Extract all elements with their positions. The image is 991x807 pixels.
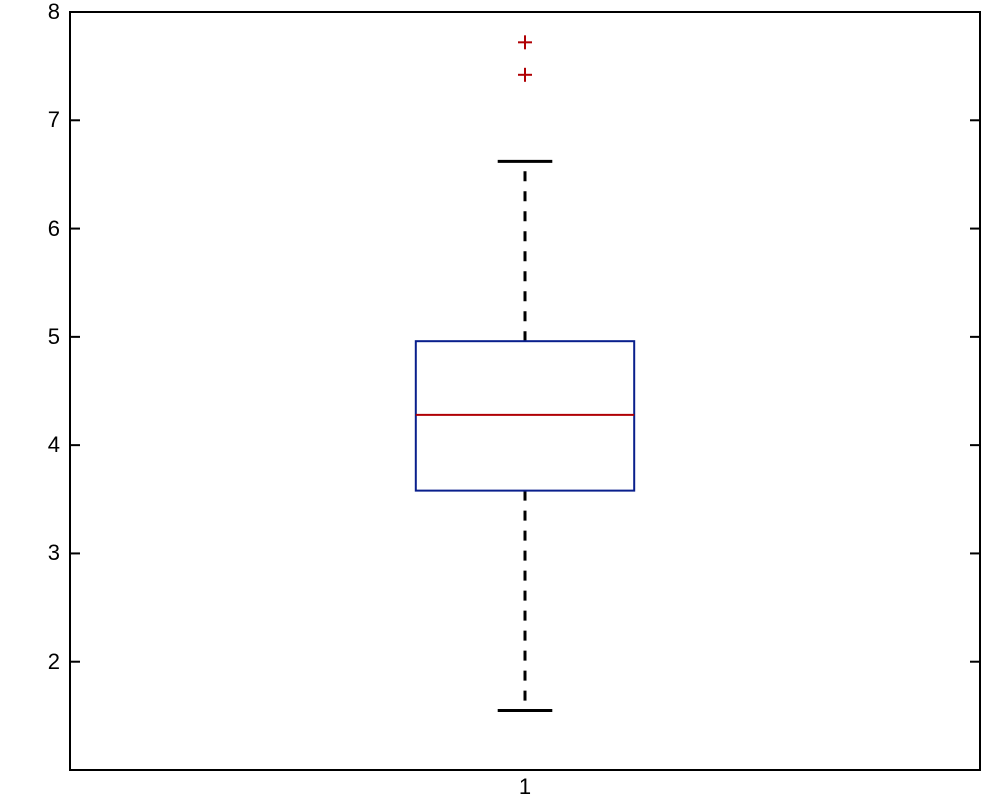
boxplot-chart: 2 3 4 5 6 7 8 1 xyxy=(0,0,991,807)
y-tick-label: 3 xyxy=(20,542,60,564)
y-tick-label: 4 xyxy=(20,434,60,456)
y-tick-label: 5 xyxy=(20,326,60,348)
chart-svg xyxy=(0,0,991,807)
y-tick-label: 6 xyxy=(20,218,60,240)
y-tick-label: 7 xyxy=(20,109,60,131)
x-tick-label: 1 xyxy=(519,776,531,798)
y-tick-label: 2 xyxy=(20,651,60,673)
y-tick-label: 8 xyxy=(20,1,60,23)
